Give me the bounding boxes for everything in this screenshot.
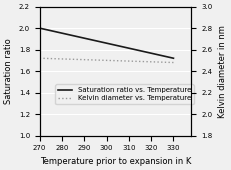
Kelvin diameter vs. Temperature <box>63 58 66 60</box>
Kelvin diameter vs. Temperature <box>161 61 163 63</box>
Saturation ratio vs. Temperature <box>63 33 66 35</box>
Line: Saturation ratio vs. Temperature: Saturation ratio vs. Temperature <box>40 28 173 58</box>
Kelvin diameter vs. Temperature <box>165 61 168 63</box>
Kelvin diameter vs. Temperature <box>172 62 175 64</box>
Line: Kelvin diameter vs. Temperature: Kelvin diameter vs. Temperature <box>40 58 173 63</box>
Saturation ratio vs. Temperature <box>44 28 46 30</box>
Saturation ratio vs. Temperature <box>165 56 168 58</box>
Kelvin diameter vs. Temperature <box>74 58 77 60</box>
Y-axis label: Kelvin diameter in nm: Kelvin diameter in nm <box>218 25 227 117</box>
Kelvin diameter vs. Temperature <box>46 57 49 59</box>
Kelvin diameter vs. Temperature <box>44 57 46 59</box>
Y-axis label: Saturation ratio: Saturation ratio <box>4 38 13 104</box>
X-axis label: Temperature prior to expansion in K: Temperature prior to expansion in K <box>40 157 191 166</box>
Kelvin diameter vs. Temperature <box>38 57 41 59</box>
Saturation ratio vs. Temperature <box>161 55 163 57</box>
Legend: Saturation ratio vs. Temperature, Kelvin diameter vs. Temperature: Saturation ratio vs. Temperature, Kelvin… <box>55 84 194 104</box>
Saturation ratio vs. Temperature <box>38 27 41 29</box>
Saturation ratio vs. Temperature <box>172 57 175 59</box>
Saturation ratio vs. Temperature <box>74 35 77 37</box>
Saturation ratio vs. Temperature <box>46 29 49 31</box>
